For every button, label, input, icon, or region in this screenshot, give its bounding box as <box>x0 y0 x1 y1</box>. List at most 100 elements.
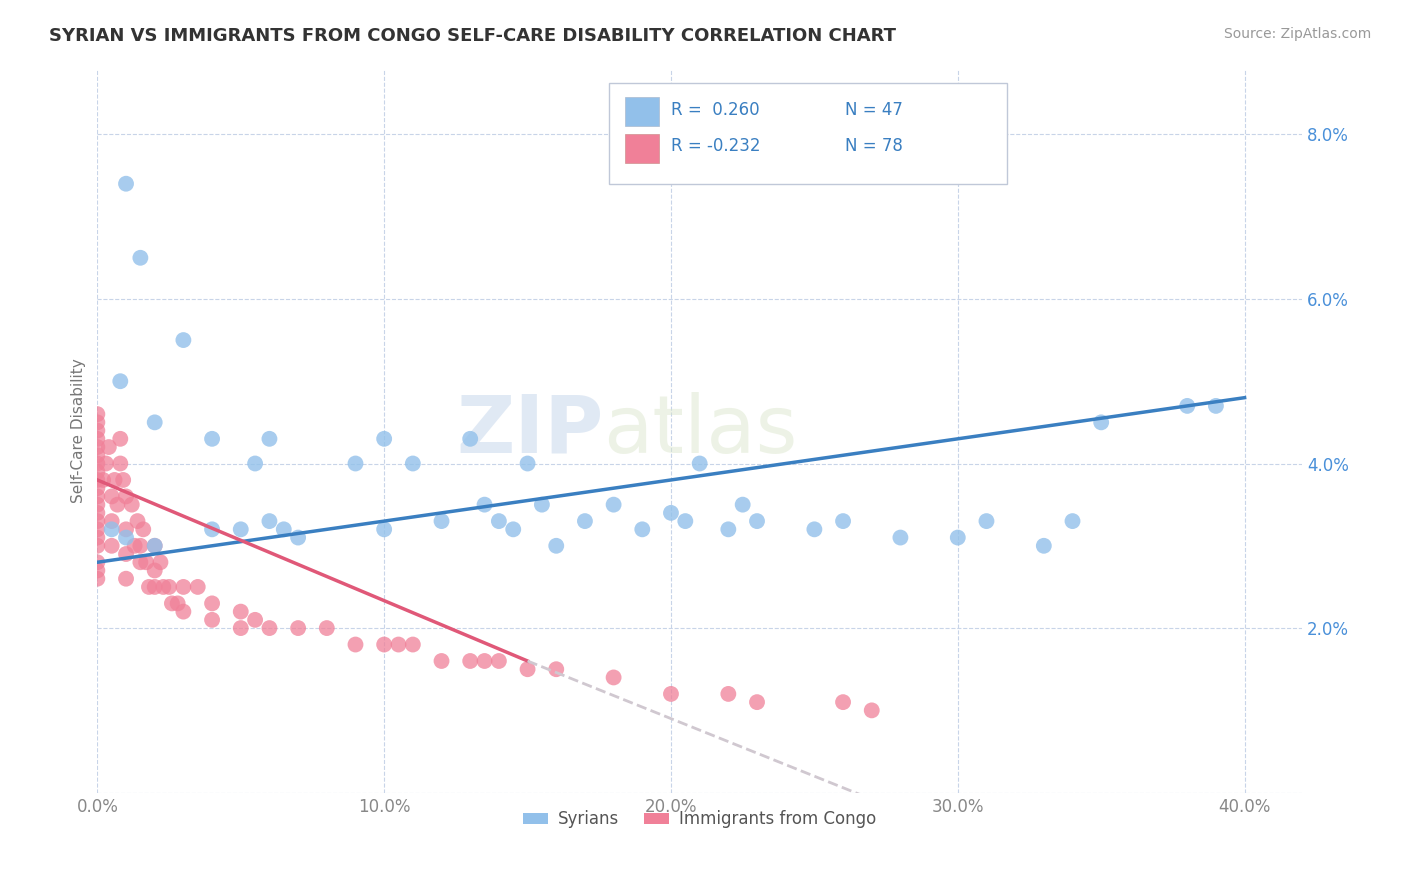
Point <box>86 424 108 438</box>
Point <box>1175 399 1198 413</box>
Text: N = 47: N = 47 <box>845 101 903 119</box>
Point <box>86 498 108 512</box>
Point <box>243 613 266 627</box>
Point <box>107 498 129 512</box>
Point <box>976 514 998 528</box>
Point <box>659 687 682 701</box>
Point <box>127 514 149 528</box>
Point <box>86 522 108 536</box>
Point <box>149 555 172 569</box>
Point <box>91 473 114 487</box>
Point <box>731 498 754 512</box>
Point <box>832 695 855 709</box>
Point <box>689 457 711 471</box>
Point <box>86 473 108 487</box>
Point <box>546 662 568 676</box>
Point <box>115 490 138 504</box>
Point <box>474 654 496 668</box>
Point <box>458 432 481 446</box>
Text: R =  0.260: R = 0.260 <box>671 101 759 119</box>
Point <box>430 654 453 668</box>
Text: R = -0.232: R = -0.232 <box>671 137 761 155</box>
Point <box>1032 539 1054 553</box>
Point <box>889 531 911 545</box>
Point <box>803 522 825 536</box>
Point <box>110 374 132 388</box>
Point <box>94 457 117 471</box>
Point <box>502 522 524 536</box>
Point <box>86 481 108 495</box>
Point <box>574 514 596 528</box>
Point <box>172 580 194 594</box>
Point <box>458 654 481 668</box>
Point <box>143 564 166 578</box>
Point <box>1090 415 1112 429</box>
Text: SYRIAN VS IMMIGRANTS FROM CONGO SELF-CARE DISABILITY CORRELATION CHART: SYRIAN VS IMMIGRANTS FROM CONGO SELF-CAR… <box>49 27 896 45</box>
Point <box>287 531 309 545</box>
Point <box>201 522 224 536</box>
Text: N = 78: N = 78 <box>845 137 903 155</box>
Point <box>100 514 122 528</box>
Point <box>86 465 108 479</box>
Point <box>143 539 166 553</box>
Point <box>86 432 108 446</box>
FancyBboxPatch shape <box>626 134 658 162</box>
Point <box>172 605 194 619</box>
Point <box>387 638 409 652</box>
Point <box>86 539 108 553</box>
Point <box>143 539 166 553</box>
Point <box>546 539 568 553</box>
Point <box>745 514 768 528</box>
Point <box>717 687 740 701</box>
Point <box>143 580 166 594</box>
Point <box>132 522 155 536</box>
Point <box>86 506 108 520</box>
FancyBboxPatch shape <box>626 97 658 127</box>
Point <box>1062 514 1084 528</box>
Text: atlas: atlas <box>603 392 797 469</box>
Point <box>287 621 309 635</box>
Point <box>112 473 135 487</box>
Point <box>201 432 224 446</box>
Point <box>172 333 194 347</box>
Point <box>373 432 395 446</box>
Point <box>143 415 166 429</box>
Point <box>201 613 224 627</box>
Legend: Syrians, Immigrants from Congo: Syrians, Immigrants from Congo <box>516 804 883 835</box>
Text: Source: ZipAtlas.com: Source: ZipAtlas.com <box>1223 27 1371 41</box>
Point <box>100 490 122 504</box>
Point <box>659 506 682 520</box>
Point <box>110 457 132 471</box>
Point <box>430 514 453 528</box>
Point <box>315 621 337 635</box>
Point <box>115 531 138 545</box>
Point <box>373 522 395 536</box>
Point <box>86 440 108 454</box>
Point <box>86 415 108 429</box>
Point <box>129 539 152 553</box>
Point <box>100 522 122 536</box>
Point <box>135 555 157 569</box>
Point <box>86 531 108 545</box>
Point <box>402 457 425 471</box>
Point <box>259 514 281 528</box>
Point <box>152 580 174 594</box>
Point <box>115 522 138 536</box>
Point <box>229 605 252 619</box>
Point <box>474 498 496 512</box>
Point <box>488 654 510 668</box>
Point <box>86 448 108 462</box>
Point <box>138 580 160 594</box>
Point <box>631 522 654 536</box>
Point <box>344 638 367 652</box>
Point <box>488 514 510 528</box>
Point <box>86 564 108 578</box>
Point <box>86 457 108 471</box>
Point <box>602 498 624 512</box>
Point <box>402 638 425 652</box>
Point <box>229 522 252 536</box>
Point <box>187 580 209 594</box>
Point <box>243 457 266 471</box>
Point <box>373 638 395 652</box>
Point <box>86 572 108 586</box>
